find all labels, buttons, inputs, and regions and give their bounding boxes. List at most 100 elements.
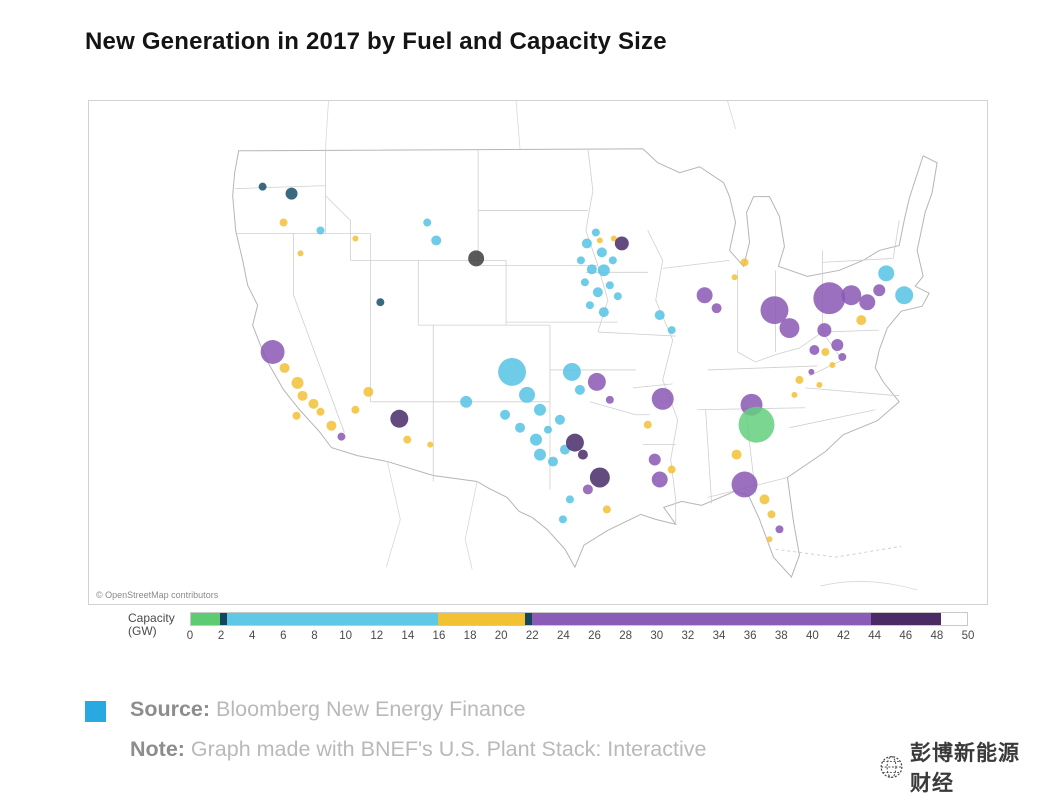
bubble-teal-bubbles[interactable]: [519, 386, 536, 403]
bubble-purple-bubbles[interactable]: [859, 294, 876, 311]
bubble-teal-bubbles[interactable]: [460, 395, 473, 408]
bubble-purple-bubbles[interactable]: [831, 339, 844, 352]
bubble-teal-bubbles[interactable]: [554, 414, 565, 425]
bubble-purple-bubbles[interactable]: [605, 395, 614, 404]
bubble-teal-bubbles[interactable]: [574, 384, 585, 395]
bubble-teal-bubbles[interactable]: [592, 287, 603, 298]
bubble-purple-bubbles[interactable]: [696, 287, 713, 304]
bubble-yellow-bubbles[interactable]: [297, 390, 308, 401]
bubble-yellow-bubbles[interactable]: [667, 465, 676, 474]
bubble-teal-bubbles[interactable]: [543, 425, 552, 434]
bubble-purple-bubbles[interactable]: [260, 340, 285, 364]
bubble-teal-bubbles[interactable]: [613, 292, 622, 301]
bubble-yellow-bubbles[interactable]: [791, 391, 798, 398]
bubble-teal-bubbles[interactable]: [316, 226, 325, 235]
bubble-yellow-bubbles[interactable]: [291, 376, 304, 389]
bubble-purple-bubbles[interactable]: [651, 387, 674, 410]
bubble-yellow-bubbles[interactable]: [643, 420, 652, 429]
bubble-purple-bubbles[interactable]: [817, 323, 832, 338]
bubble-teal-bubbles[interactable]: [597, 264, 610, 277]
bubble-purple-bubbles[interactable]: [651, 471, 668, 488]
bubble-yellow-bubbles[interactable]: [795, 375, 804, 384]
bubble-yellow-bubbles[interactable]: [816, 381, 823, 388]
bubble-teal-bubbles[interactable]: [667, 326, 676, 335]
bubble-yellow-bubbles[interactable]: [403, 435, 412, 444]
bubble-purple-bubbles[interactable]: [809, 345, 820, 355]
bubble-teal-bubbles[interactable]: [534, 403, 546, 416]
bubble-teal-bubbles[interactable]: [500, 409, 511, 420]
bubble-purple-bubbles[interactable]: [808, 368, 815, 375]
bubble-purple-bubbles[interactable]: [873, 284, 886, 297]
bubble-yellow-bubbles[interactable]: [292, 411, 301, 420]
bubble-teal-bubbles[interactable]: [498, 357, 527, 386]
bubble-yellow-bubbles[interactable]: [326, 420, 337, 431]
bubble-yellow-bubbles[interactable]: [308, 398, 319, 409]
bubble-teal-bubbles[interactable]: [586, 264, 597, 275]
bubble-teal-bubbles[interactable]: [562, 362, 581, 381]
bubble-teal-bubbles[interactable]: [423, 218, 432, 227]
bubble-teal-bubbles[interactable]: [605, 281, 614, 290]
bubble-purple-bubbles[interactable]: [711, 303, 722, 314]
bubble-yellow-bubbles[interactable]: [363, 386, 374, 397]
bubble-teal-bubbles[interactable]: [576, 256, 585, 265]
bubble-teal-bubbles[interactable]: [547, 456, 558, 467]
bubble-dark-purple-bubbles[interactable]: [577, 449, 588, 460]
bubble-yellow-bubbles[interactable]: [279, 218, 288, 227]
bubble-teal-bubbles[interactable]: [585, 301, 594, 310]
bubble-teal-bubbles[interactable]: [515, 422, 526, 433]
bubble-purple-bubbles[interactable]: [648, 453, 661, 466]
bubble-yellow-bubbles[interactable]: [610, 235, 617, 242]
bubble-yellow-bubbles[interactable]: [297, 250, 304, 257]
bubble-purple-bubbles[interactable]: [838, 352, 847, 361]
bubble-dark-purple-bubbles[interactable]: [565, 433, 584, 452]
bubble-yellow-bubbles[interactable]: [427, 441, 434, 448]
bubble-yellow-bubbles[interactable]: [316, 407, 325, 416]
bubble-navy-bubbles[interactable]: [285, 187, 298, 200]
bubble-teal-bubbles[interactable]: [598, 307, 609, 318]
bubble-purple-bubbles[interactable]: [813, 282, 846, 315]
capacity-bubbles[interactable]: [258, 182, 914, 543]
bubble-yellow-bubbles[interactable]: [766, 536, 773, 543]
bubble-yellow-bubbles[interactable]: [821, 348, 830, 356]
bubble-teal-bubbles[interactable]: [654, 310, 665, 321]
bubble-teal-bubbles[interactable]: [608, 256, 617, 265]
bubble-yellow-bubbles[interactable]: [740, 258, 749, 267]
bubble-yellow-bubbles[interactable]: [856, 315, 867, 326]
bubble-teal-bubbles[interactable]: [591, 228, 600, 237]
bubble-dark-gray-bubbles[interactable]: [468, 250, 485, 267]
bubble-purple-bubbles[interactable]: [760, 296, 789, 325]
bubble-green-bubbles[interactable]: [738, 406, 775, 443]
bubble-teal-bubbles[interactable]: [565, 495, 574, 504]
bubble-teal-bubbles[interactable]: [878, 265, 895, 282]
bubble-teal-bubbles[interactable]: [431, 235, 442, 246]
bubble-purple-bubbles[interactable]: [775, 525, 784, 534]
bubble-teal-bubbles[interactable]: [596, 247, 607, 258]
bubble-purple-bubbles[interactable]: [779, 318, 800, 339]
bubble-purple-bubbles[interactable]: [337, 432, 346, 441]
bubble-purple-bubbles[interactable]: [731, 471, 758, 498]
bubble-teal-bubbles[interactable]: [581, 238, 592, 249]
bubble-yellow-bubbles[interactable]: [829, 361, 836, 368]
bubble-purple-bubbles[interactable]: [841, 285, 862, 306]
bubble-teal-bubbles[interactable]: [558, 515, 567, 524]
bubble-teal-bubbles[interactable]: [534, 448, 546, 461]
bubble-navy-bubbles[interactable]: [258, 182, 267, 191]
bubble-purple-bubbles[interactable]: [582, 484, 593, 495]
bubble-yellow-bubbles[interactable]: [759, 494, 770, 505]
bubble-yellow-bubbles[interactable]: [279, 362, 290, 373]
bubble-teal-bubbles[interactable]: [530, 433, 542, 446]
bubble-yellow-bubbles[interactable]: [767, 510, 776, 519]
bubble-yellow-bubbles[interactable]: [352, 235, 359, 242]
bubble-yellow-bubbles[interactable]: [602, 505, 611, 514]
bubble-dark-purple-bubbles[interactable]: [614, 236, 629, 251]
bubble-teal-bubbles[interactable]: [895, 286, 914, 305]
bubble-yellow-bubbles[interactable]: [731, 449, 742, 460]
bubble-dark-purple-bubbles[interactable]: [589, 467, 610, 488]
bubble-navy-bubbles[interactable]: [376, 298, 385, 307]
bubble-yellow-bubbles[interactable]: [351, 405, 360, 414]
us-bubble-map[interactable]: © OpenStreetMap contributors: [88, 100, 988, 605]
bubble-dark-purple-bubbles[interactable]: [390, 409, 409, 428]
bubble-teal-bubbles[interactable]: [580, 278, 589, 287]
bubble-purple-bubbles[interactable]: [587, 372, 606, 391]
bubble-yellow-bubbles[interactable]: [596, 237, 603, 244]
